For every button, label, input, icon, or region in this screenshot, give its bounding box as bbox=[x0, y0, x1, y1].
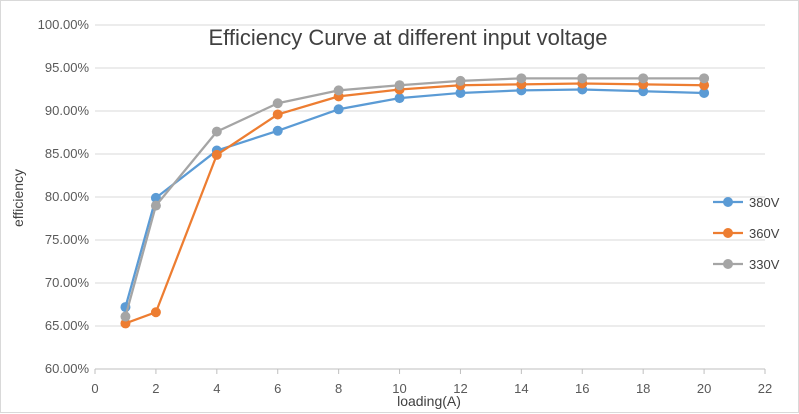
x-axis-title: loading(A) bbox=[397, 393, 461, 409]
y-tick-label: 80.00% bbox=[45, 189, 90, 204]
legend-marker-360v bbox=[723, 228, 733, 238]
series-360v bbox=[120, 78, 710, 329]
y-tick-label: 95.00% bbox=[45, 60, 90, 75]
data-point-380v bbox=[150, 192, 161, 203]
data-point-330v bbox=[211, 126, 222, 137]
y-tick-label: 70.00% bbox=[45, 275, 90, 290]
x-tick-label: 2 bbox=[152, 381, 159, 396]
series-line-380v bbox=[124, 88, 705, 308]
data-point-380v bbox=[394, 93, 405, 104]
x-tick-label: 6 bbox=[274, 381, 281, 396]
data-point-380v bbox=[699, 87, 710, 98]
data-point-380v bbox=[638, 86, 649, 97]
legend-label-380v: 380V bbox=[749, 195, 780, 210]
legend-item-360v: 360V bbox=[713, 226, 780, 241]
x-tick-label: 12 bbox=[453, 381, 467, 396]
series-layer bbox=[120, 73, 710, 329]
data-point-330v bbox=[577, 73, 588, 84]
data-point-380v bbox=[272, 125, 283, 136]
data-point-330v bbox=[455, 75, 466, 86]
series-380v bbox=[120, 84, 710, 313]
legend-marker-380v bbox=[723, 197, 733, 207]
data-point-360v bbox=[699, 80, 710, 91]
x-tick-label: 8 bbox=[335, 381, 342, 396]
y-tick-label: 60.00% bbox=[45, 361, 90, 376]
legend: 380V 360V 330V bbox=[713, 195, 780, 272]
data-point-360v bbox=[211, 149, 222, 160]
x-tick-label: 20 bbox=[697, 381, 711, 396]
series-line-360v bbox=[125, 82, 705, 325]
data-point-360v bbox=[120, 318, 131, 329]
legend-label-330v: 330V bbox=[749, 257, 780, 272]
x-tick-label: 22 bbox=[758, 381, 772, 396]
data-point-380v bbox=[455, 87, 466, 98]
data-point-360v bbox=[150, 307, 161, 318]
data-point-330v bbox=[394, 80, 405, 91]
data-point-330v bbox=[120, 311, 131, 322]
y-axis-title: efficiency bbox=[10, 169, 26, 227]
gridlines bbox=[95, 24, 765, 327]
x-tick-label: 14 bbox=[514, 381, 528, 396]
x-tick-label: 10 bbox=[392, 381, 406, 396]
legend-item-380v: 380V bbox=[713, 195, 780, 210]
y-tick-label: 100.00% bbox=[38, 17, 90, 32]
data-point-380v bbox=[333, 104, 344, 115]
data-point-330v bbox=[699, 73, 710, 84]
legend-marker-330v bbox=[723, 259, 733, 269]
data-point-360v bbox=[272, 109, 283, 120]
data-point-330v bbox=[333, 85, 344, 96]
series-330v bbox=[120, 73, 710, 322]
legend-item-330v: 330V bbox=[713, 257, 780, 272]
x-tick-label: 16 bbox=[575, 381, 589, 396]
y-tick-label: 85.00% bbox=[45, 146, 90, 161]
data-point-330v bbox=[638, 73, 649, 84]
chart-title: Efficiency Curve at different input volt… bbox=[208, 25, 607, 50]
axes: 60.00% 65.00% 70.00% 75.00% 80.00% 85.00% 90.0… bbox=[38, 17, 773, 396]
y-tick-label: 65.00% bbox=[45, 318, 90, 333]
y-tick-label: 90.00% bbox=[45, 103, 90, 118]
data-point-330v bbox=[516, 73, 527, 84]
x-tick-label: 18 bbox=[636, 381, 650, 396]
x-tick-label: 0 bbox=[91, 381, 98, 396]
data-point-330v bbox=[272, 98, 283, 109]
y-tick-label: 75.00% bbox=[45, 232, 90, 247]
x-tick-label: 4 bbox=[213, 381, 220, 396]
legend-label-360v: 360V bbox=[749, 226, 780, 241]
data-point-330v bbox=[150, 200, 161, 211]
